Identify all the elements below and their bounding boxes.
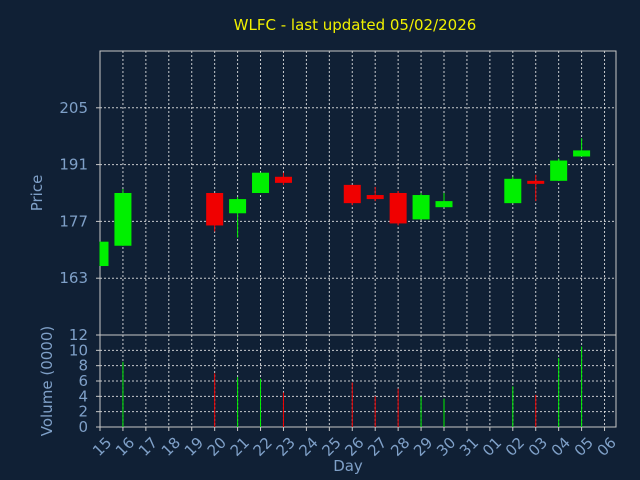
candle-body [252, 172, 270, 193]
candle-body [274, 176, 292, 183]
candle-body [389, 193, 407, 224]
candle-body [229, 199, 247, 214]
candle-body [100, 241, 109, 267]
candle-body [527, 180, 545, 184]
candle-body [435, 201, 453, 208]
x-tick-label: 06 [594, 434, 620, 460]
candle-body [366, 195, 384, 200]
volume-tick-label: 4 [78, 387, 88, 405]
volume-tick-label: 8 [78, 357, 88, 375]
price-axis-label: Price [28, 175, 46, 212]
candle-body [206, 193, 224, 226]
candle-body [573, 150, 591, 157]
volume-tick-label: 12 [69, 326, 88, 344]
price-tick-label: 205 [59, 99, 88, 117]
chart-title: WLFC - last updated 05/02/2026 [234, 16, 477, 34]
candle-body [550, 160, 568, 181]
candle-body [343, 184, 361, 204]
volume-tick-label: 2 [78, 403, 88, 421]
volume-tick-label: 10 [69, 341, 88, 359]
volume-tick-label: 0 [78, 418, 88, 436]
candle-body [412, 195, 430, 220]
price-tick-label: 177 [59, 212, 88, 230]
x-axis: 1516171819202122232425262728293031010203… [89, 427, 620, 460]
candle-body [114, 193, 132, 246]
price-tick-label: 191 [59, 156, 88, 174]
price-panel: 163 177 191 205 Price [28, 50, 617, 336]
volume-tick-label: 6 [78, 372, 88, 390]
volume-axis-label: Volume (0000) [38, 326, 56, 436]
price-tick-label: 163 [59, 269, 88, 287]
candle-body [504, 178, 522, 204]
x-axis-label: Day [333, 457, 363, 475]
